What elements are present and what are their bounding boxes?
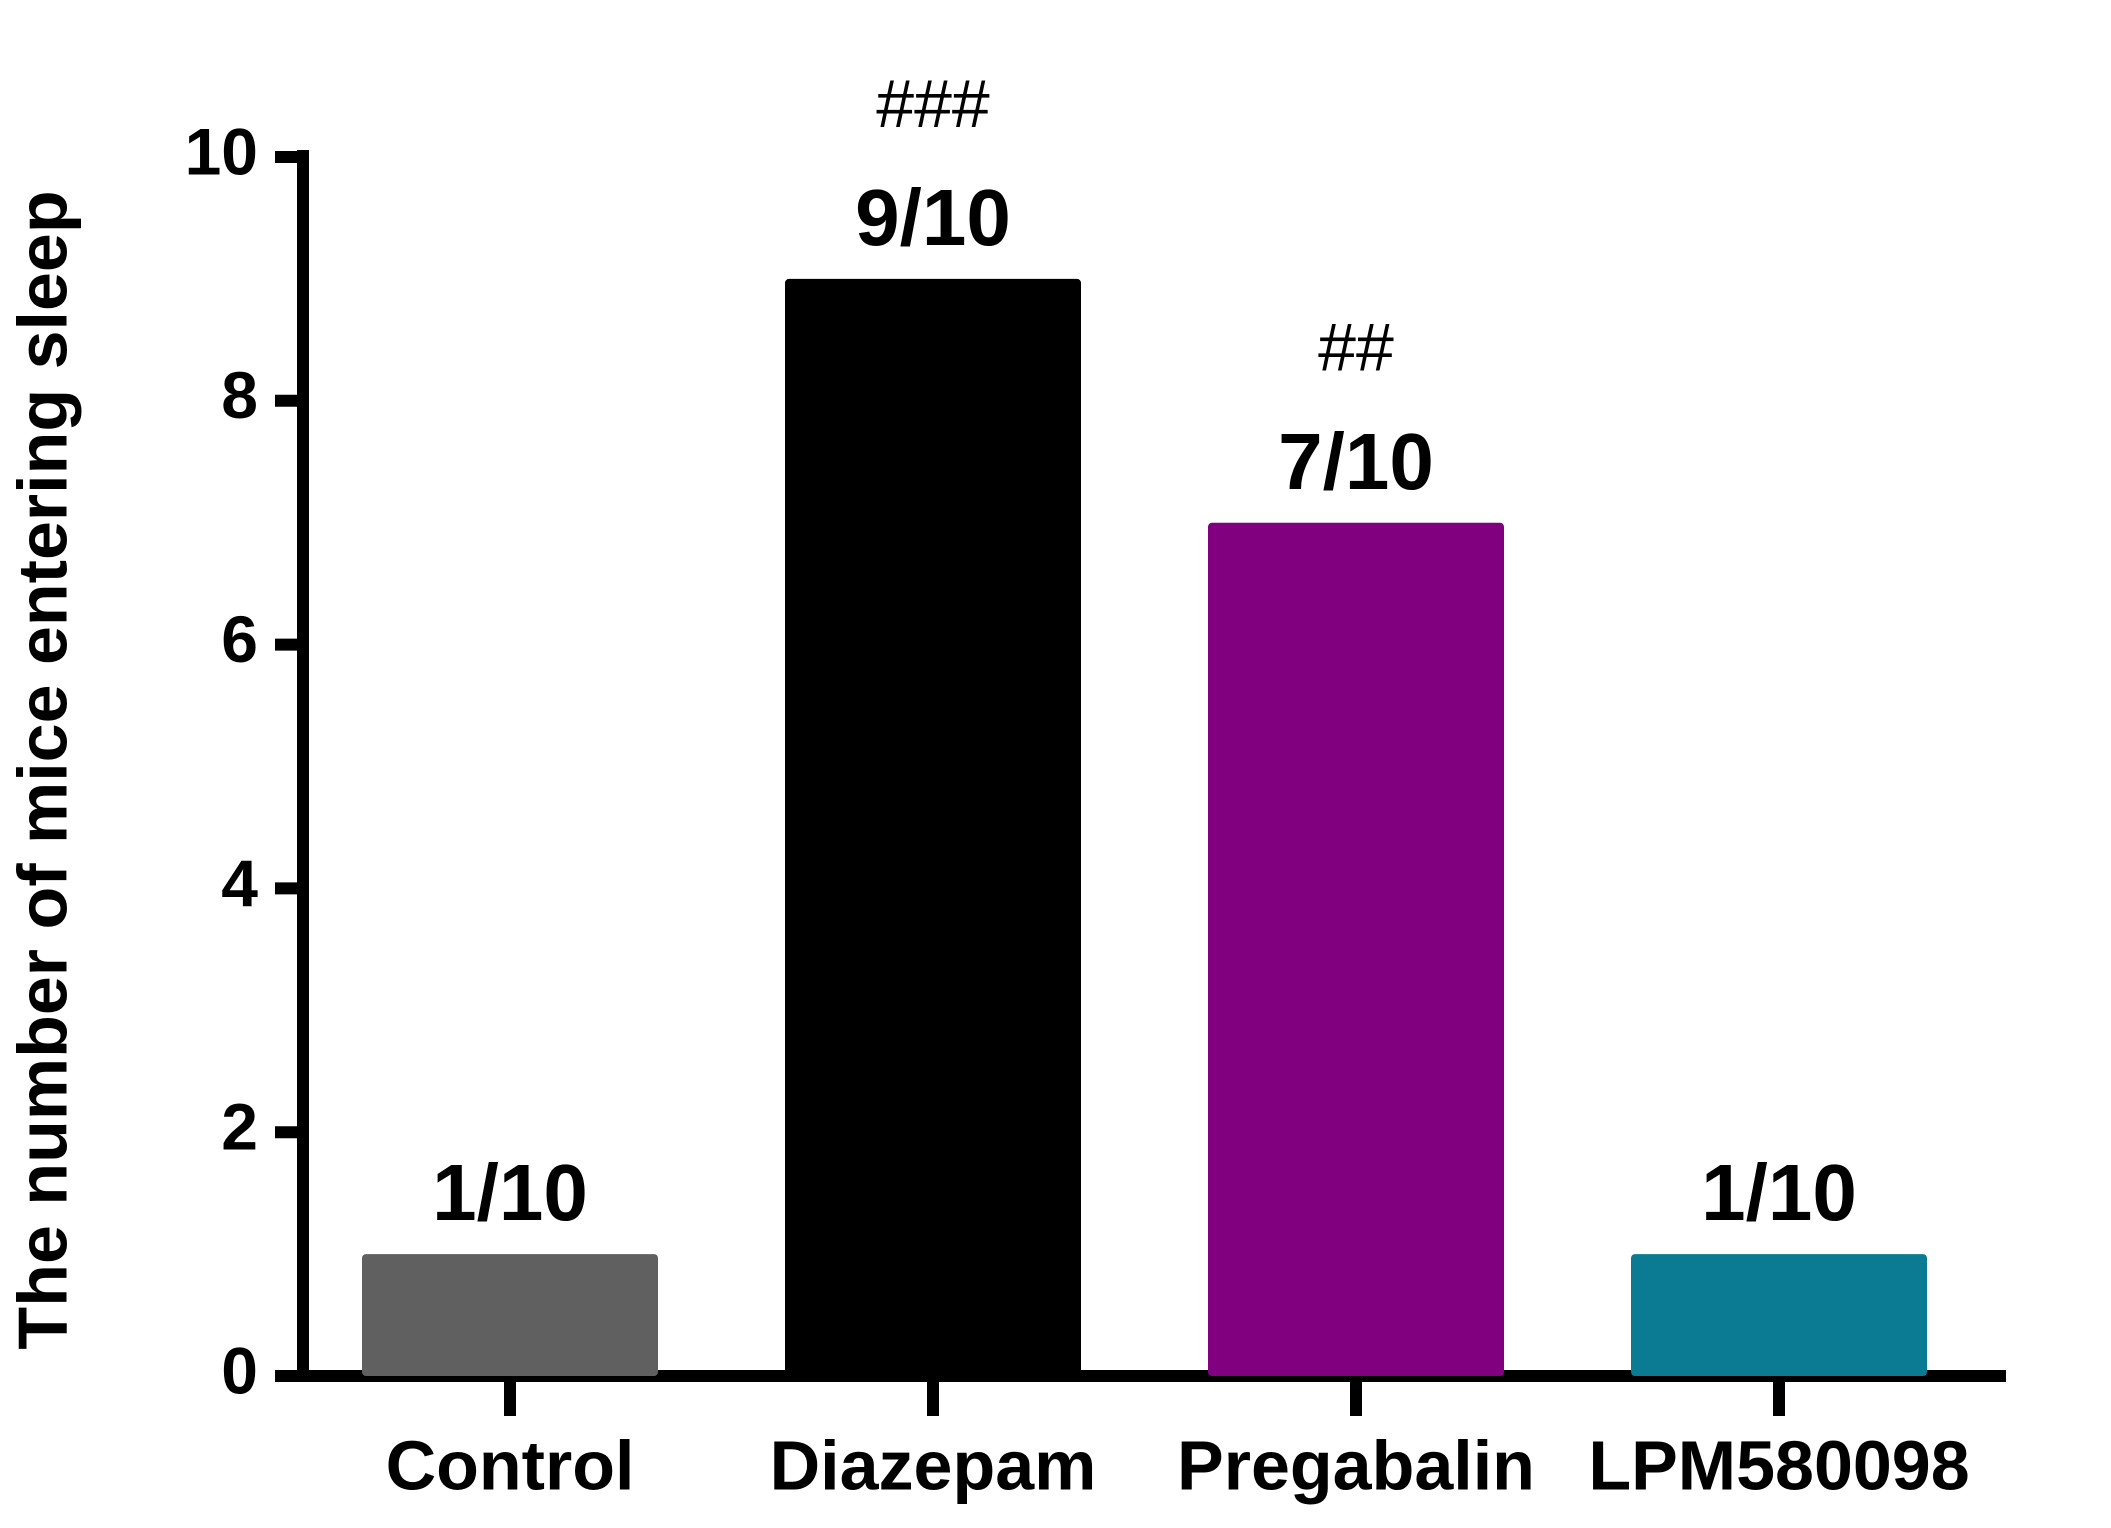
x-tick-label: Control (386, 1426, 635, 1504)
x-tick-label: Pregabalin (1177, 1426, 1535, 1504)
y-tick-label: 8 (221, 358, 258, 432)
x-tick-label: Diazepam (770, 1426, 1097, 1504)
bar (362, 1254, 658, 1376)
y-tick-label: 0 (221, 1333, 258, 1407)
y-tick-label: 6 (221, 602, 258, 676)
significance-label: ### (876, 66, 990, 142)
x-tick-label: LPM580098 (1588, 1426, 1969, 1504)
y-tick-label: 2 (221, 1090, 258, 1164)
bar (1631, 1254, 1927, 1376)
y-tick-label: 4 (221, 846, 258, 920)
value-label: 1/10 (432, 1148, 588, 1237)
value-label: 7/10 (1278, 417, 1434, 506)
value-label: 1/10 (1701, 1148, 1857, 1237)
value-label: 9/10 (855, 173, 1011, 262)
bar (1208, 522, 1504, 1376)
y-tick-label: 10 (185, 114, 258, 188)
y-axis-title: The number of mice entering sleep (3, 190, 81, 1349)
significance-label: ## (1318, 310, 1394, 386)
bar (785, 278, 1081, 1376)
